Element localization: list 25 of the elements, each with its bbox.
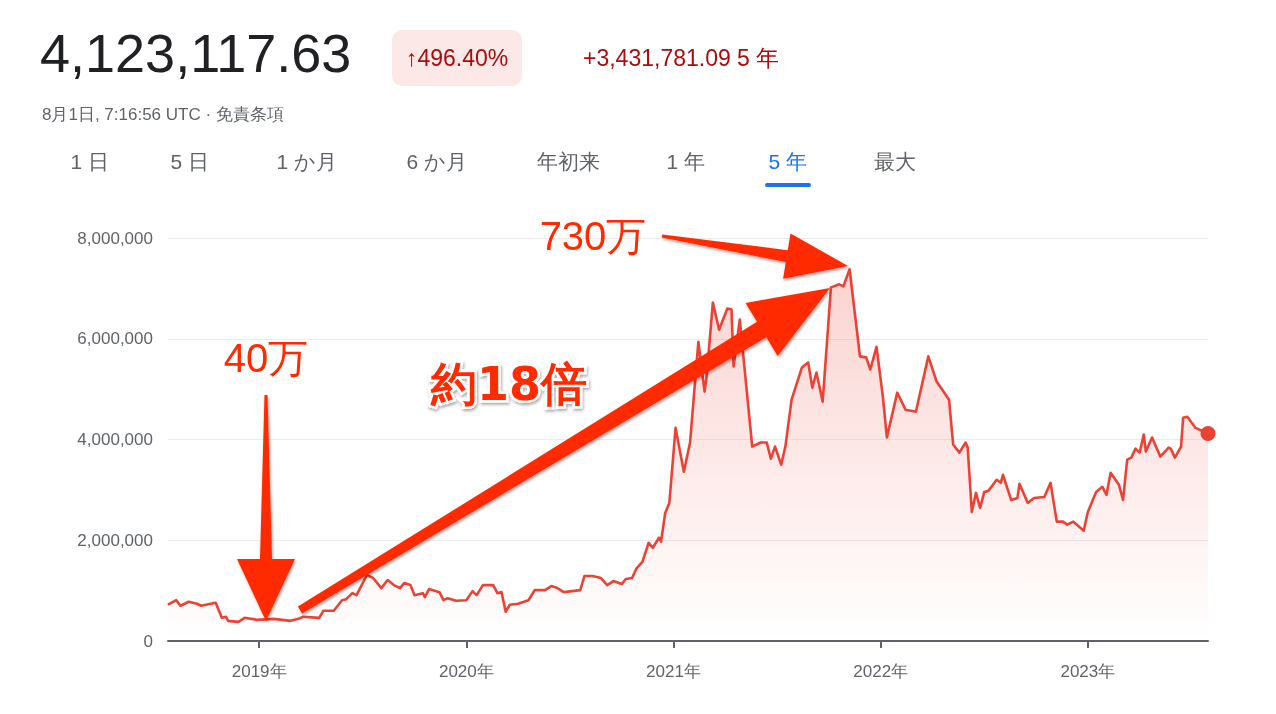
y-tick-label: 0 — [143, 631, 153, 651]
x-tick-label: 2021年 — [646, 662, 701, 681]
x-tick-label: 2019年 — [231, 662, 287, 681]
text: 5 日 — [170, 149, 210, 175]
y-tick-label: 6,000,000 — [77, 329, 153, 349]
y-tick-label: 2,000,000 — [77, 530, 153, 550]
x-tick-label: 2022年 — [853, 662, 909, 681]
text: 年初来 — [536, 149, 600, 175]
text: 1 か月 — [276, 149, 338, 175]
y-tick-label: 4,000,000 — [77, 430, 153, 449]
annotation: 730万 — [539, 214, 647, 258]
y-tick-label: 8,000,000 — [77, 228, 153, 248]
text: ↑496.40% — [392, 30, 523, 86]
annotation: 40万 — [223, 336, 309, 380]
x-tick-label: 2020年 — [438, 662, 494, 681]
text: 6 か月 — [406, 149, 468, 175]
text: 最大 — [874, 149, 916, 175]
chart-subtitle: 8月1日, 7:16:56 UTC · 免責条項 — [42, 104, 284, 126]
annotation: 約18倍 — [429, 357, 588, 411]
text: 1 年 — [666, 149, 706, 175]
text: 5 年 — [768, 149, 808, 175]
text: 1 日 — [70, 149, 110, 175]
text: +3,431,781.09 5 年 — [583, 44, 780, 73]
x-tick-label: 2023年 — [1060, 662, 1116, 681]
chart-title: 4,123,117.63 — [40, 22, 352, 84]
